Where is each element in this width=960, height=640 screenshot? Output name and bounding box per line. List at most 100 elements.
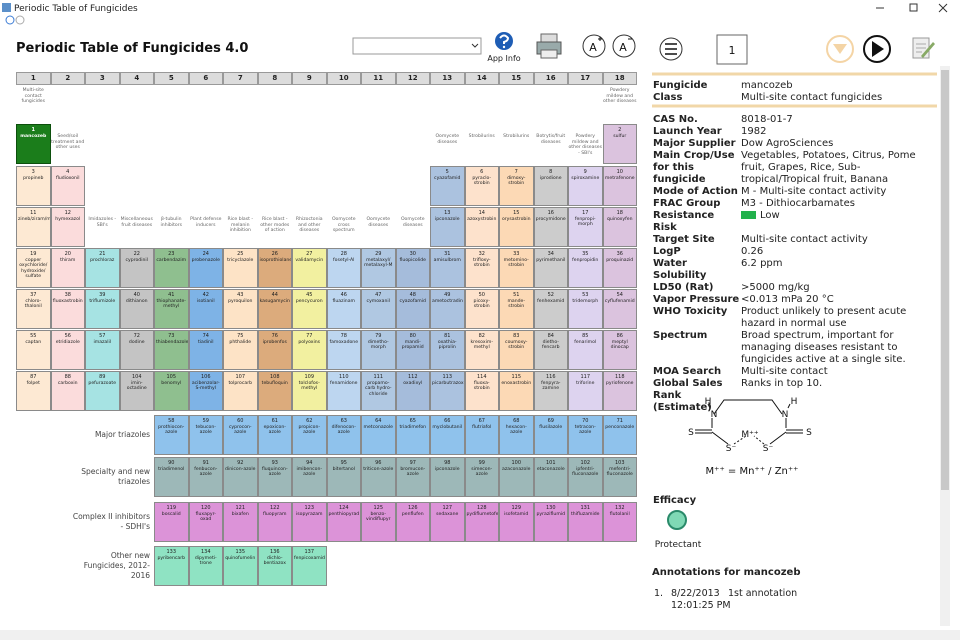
element-cell[interactable]: 41 thiophanate-methyl <box>154 289 189 329</box>
element-cell[interactable]: 101 etaconazole <box>533 457 568 497</box>
element-cell[interactable]: 63 difenocon-azole <box>326 415 361 455</box>
element-cell[interactable]: 31 amisulbrom <box>430 248 465 288</box>
edit-button[interactable] <box>912 37 935 59</box>
forward-button[interactable] <box>15 15 25 25</box>
element-cell[interactable]: 83 coumoxy-strobin <box>499 330 534 370</box>
element-cell[interactable]: 134 dipymeti-trone <box>188 546 223 586</box>
element-cell[interactable]: 46 fluazinam <box>326 289 361 329</box>
element-cell[interactable]: 74 tiadinil <box>188 330 223 370</box>
element-cell[interactable]: 114 fluoxa-strobin <box>464 371 499 411</box>
element-cell[interactable]: 128 pydiflumetofen <box>464 502 499 542</box>
element-cell[interactable]: 38 fluoxastrobin <box>50 289 85 329</box>
element-cell[interactable]: 116 fenpyra-zamine <box>533 371 568 411</box>
print-button[interactable] <box>536 33 562 59</box>
element-cell[interactable]: 133 pyribencarb <box>154 546 189 586</box>
element-cell[interactable]: 52 fenhexamid <box>533 289 568 329</box>
font-smaller-button[interactable]: A <box>612 34 636 58</box>
element-cell[interactable]: 117 triforine <box>568 371 603 411</box>
element-cell[interactable]: 15 orysastrobin <box>499 207 534 247</box>
element-cell[interactable]: 136 dichlo-bentiazox <box>257 546 292 586</box>
element-cell[interactable]: 23 carbendazim <box>154 248 189 288</box>
element-cell[interactable]: 110 fenamidone <box>326 371 361 411</box>
element-cell[interactable]: 62 propicon-azole <box>292 415 327 455</box>
element-cell[interactable]: 88 carboxin <box>50 371 85 411</box>
element-cell[interactable]: 95 bitertanol <box>326 457 361 497</box>
element-cell[interactable]: 84 dietho-fencarb <box>533 330 568 370</box>
element-cell[interactable]: 120 fluxapyr-oxad <box>188 502 223 542</box>
element-cell[interactable]: 118 pyriofenone <box>602 371 637 411</box>
element-cell[interactable]: 73 thiabendazole <box>154 330 189 370</box>
element-cell[interactable]: 18 quinoxyfen <box>602 207 637 247</box>
element-cell[interactable]: 93 fluquincon-azole <box>257 457 292 497</box>
maximize-button[interactable] <box>909 3 918 12</box>
element-cell[interactable]: 112 oxadixyl <box>395 371 430 411</box>
element-cell[interactable]: 85 fenarimol <box>568 330 603 370</box>
element-cell[interactable]: 115 enoxastrobin <box>499 371 534 411</box>
play-button[interactable] <box>863 35 891 63</box>
element-cell[interactable]: 6 pyraclo-strobin <box>464 166 499 206</box>
element-cell[interactable]: 98 ipconazole <box>430 457 465 497</box>
element-cell[interactable]: 113 picarbutrazox <box>430 371 465 411</box>
element-cell[interactable]: 104 imin-octadine <box>119 371 154 411</box>
element-cell[interactable]: 12 hymexazol <box>50 207 85 247</box>
element-cell[interactable]: 97 bromucon-azole <box>395 457 430 497</box>
element-cell[interactable]: 86 meptyl dinocap <box>602 330 637 370</box>
element-cell[interactable]: 22 cyprodinil <box>119 248 154 288</box>
element-cell[interactable]: 79 dimetho-morph <box>361 330 396 370</box>
element-cell[interactable]: 75 phthalide <box>223 330 258 370</box>
element-cell[interactable]: 69 flusilazole <box>533 415 568 455</box>
element-cell[interactable]: 89 pefurazoate <box>85 371 120 411</box>
element-cell[interactable]: 28 fosetyl-Al <box>326 248 361 288</box>
element-cell[interactable]: 81 oxathia-piprolin <box>430 330 465 370</box>
element-cell[interactable]: 76 iprobenfos <box>257 330 292 370</box>
element-cell[interactable]: 125 benzo-vindiflupyr <box>361 502 396 542</box>
element-cell[interactable]: 66 myclobutanil <box>430 415 465 455</box>
element-cell[interactable]: 124 penthiopyrad <box>326 502 361 542</box>
element-cell[interactable]: 45 pencycuron <box>292 289 327 329</box>
element-cell[interactable]: 48 cyazofamid <box>395 289 430 329</box>
element-cell[interactable]: 2 sulfur <box>602 124 637 164</box>
element-cell[interactable]: 121 bixafen <box>223 502 258 542</box>
element-cell[interactable]: 51 mande-strobin <box>499 289 534 329</box>
element-cell[interactable]: 47 cymoxanil <box>361 289 396 329</box>
element-cell[interactable]: 77 polyoxins <box>292 330 327 370</box>
element-cell[interactable]: 13 ipconazole <box>430 207 465 247</box>
element-cell[interactable]: 123 isopyrazam <box>292 502 327 542</box>
element-cell[interactable]: 122 fluopyram <box>257 502 292 542</box>
element-cell[interactable]: 119 boscalid <box>154 502 189 542</box>
element-cell[interactable]: 25 tricyclazole <box>223 248 258 288</box>
element-cell[interactable]: 32 trifloxy-strobin <box>464 248 499 288</box>
element-cell[interactable]: 43 pyroquilon <box>223 289 258 329</box>
element-cell[interactable]: 53 tridemorph <box>568 289 603 329</box>
element-cell[interactable]: 90 triadimenol <box>154 457 189 497</box>
element-cell[interactable]: 100 azaconazole <box>499 457 534 497</box>
element-cell[interactable]: 68 hexacon-azole <box>499 415 534 455</box>
element-cell[interactable]: 3 propineb <box>16 166 51 206</box>
element-cell[interactable]: 9 spiroxamine <box>568 166 603 206</box>
element-cell[interactable]: 40 dithianon <box>119 289 154 329</box>
back-button[interactable] <box>5 15 15 25</box>
element-cell[interactable]: 4 fludioxonil <box>50 166 85 206</box>
element-cell[interactable]: 59 tebucon-azole <box>188 415 223 455</box>
element-cell[interactable]: 19 copper oxychloride/ hydroxide/ sulfate <box>16 248 51 288</box>
element-cell[interactable]: 64 metconazole <box>361 415 396 455</box>
element-cell[interactable]: 33 metomino-strobin <box>499 248 534 288</box>
element-cell[interactable]: 82 kresoxim-methyl <box>464 330 499 370</box>
scroll-thumb[interactable] <box>941 70 949 490</box>
element-cell[interactable]: 71 penconazole <box>602 415 637 455</box>
element-cell[interactable]: 137 fenpicoxamid <box>292 546 327 586</box>
element-cell[interactable]: 36 proquinazid <box>602 248 637 288</box>
element-cell[interactable]: 102 ipfentri-fluconazole <box>568 457 603 497</box>
element-cell[interactable]: 96 triticon-azole <box>361 457 396 497</box>
element-cell[interactable]: 106 acibenzolar-S-methyl <box>188 371 223 411</box>
element-cell[interactable]: 135 quinofumelin <box>223 546 258 586</box>
element-cell[interactable]: 131 thifluzamide <box>568 502 603 542</box>
element-cell[interactable]: 80 mandi-propamid <box>395 330 430 370</box>
element-cell[interactable]: 105 benomyl <box>154 371 189 411</box>
close-button[interactable] <box>938 3 948 13</box>
element-cell[interactable]: 5 cyazofamid <box>430 166 465 206</box>
element-cell[interactable]: 55 captan <box>16 330 51 370</box>
element-cell[interactable]: 49 ametoctradin <box>430 289 465 329</box>
element-cell[interactable]: 109 tolclofos-methyl <box>292 371 327 411</box>
element-cell[interactable]: 34 pyrimethanil <box>533 248 568 288</box>
